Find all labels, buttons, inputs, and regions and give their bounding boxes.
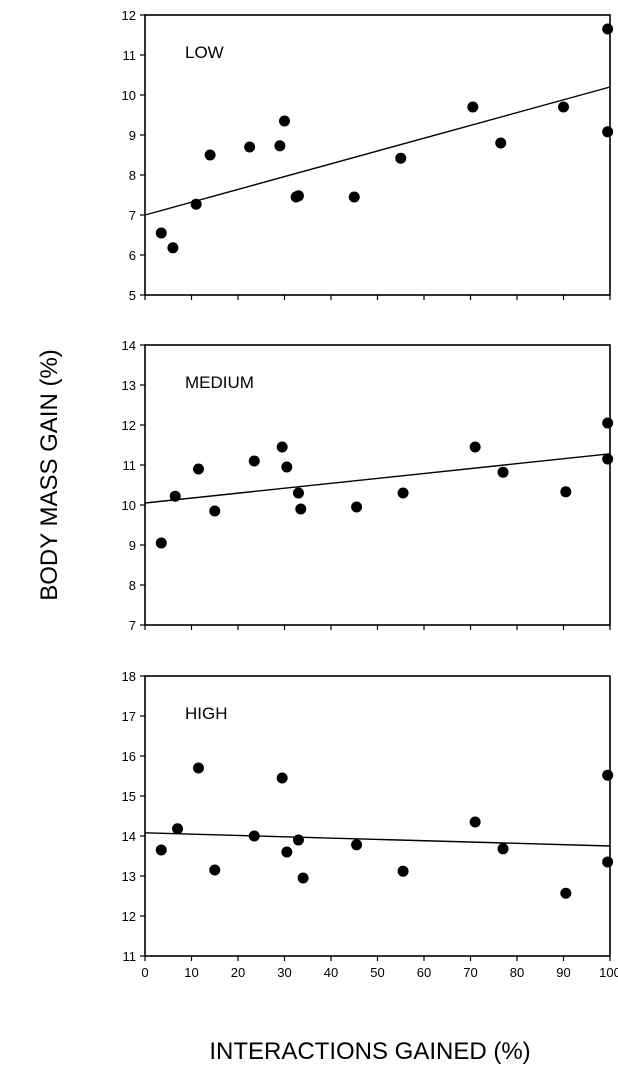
data-point <box>395 152 407 164</box>
data-point <box>495 137 507 149</box>
data-point <box>209 505 221 517</box>
x-axis-title: INTERACTIONS GAINED (%) <box>209 1038 530 1065</box>
trend-line <box>144 453 611 504</box>
y-axis-title: BODY MASS GAIN (%) <box>36 349 63 601</box>
y-tick-label: 11 <box>123 949 137 964</box>
y-tick-label: 13 <box>122 378 136 393</box>
data-point <box>560 486 572 498</box>
data-point <box>155 537 167 549</box>
data-point <box>602 126 614 138</box>
data-point <box>295 503 307 515</box>
x-tick-label: 100 <box>599 965 618 980</box>
panel-label: LOW <box>185 43 224 62</box>
y-tick-label: 16 <box>122 749 136 764</box>
data-point <box>602 856 614 868</box>
x-tick-label: 10 <box>184 965 198 980</box>
y-tick-label: 17 <box>122 709 136 724</box>
y-tick-label: 10 <box>122 498 136 513</box>
y-tick-label: 13 <box>122 869 136 884</box>
data-point <box>274 140 286 152</box>
data-point <box>351 839 363 851</box>
y-tick-label: 14 <box>122 338 136 353</box>
data-point <box>281 846 293 858</box>
y-tick-label: 7 <box>129 208 136 223</box>
data-point <box>469 816 481 828</box>
panel-low: 5 6 7 8 9 10 11 12 LOW <box>122 8 614 303</box>
y-tick-label: 10 <box>122 88 136 103</box>
data-point <box>397 487 409 499</box>
data-point <box>276 772 288 784</box>
panel-high: 11 12 13 14 15 16 17 18 0 10 20 30 40 50 60 70 80 90 100 HI… <box>122 669 618 980</box>
y-tick-label: 18 <box>122 669 136 684</box>
data-point <box>558 101 569 113</box>
data-point <box>497 843 509 855</box>
panel-medium: 7 8 9 10 11 12 13 14 MEDIUM <box>122 338 614 633</box>
data-point <box>497 466 509 478</box>
data-point <box>169 490 181 502</box>
data-point <box>602 23 614 35</box>
panel-label: HIGH <box>185 704 228 723</box>
data-point <box>602 417 614 429</box>
data-point <box>281 461 293 473</box>
x-tick-label: 60 <box>417 965 431 980</box>
data-point <box>292 190 304 202</box>
data-point <box>244 141 256 153</box>
y-tick-label: 15 <box>122 789 136 804</box>
data-point <box>192 762 204 774</box>
data-point <box>560 887 572 899</box>
data-point <box>602 453 614 465</box>
data-point <box>467 101 479 113</box>
data-point <box>155 227 167 239</box>
data-point <box>279 115 290 127</box>
data-point <box>292 834 304 846</box>
trend-line <box>144 832 611 847</box>
y-tick-label: 11 <box>123 48 137 63</box>
data-point <box>292 487 304 499</box>
data-point <box>167 242 179 254</box>
chart-panels: 56789101112LOW7891011121314MEDIUM1112131… <box>122 8 618 980</box>
data-point <box>155 844 167 856</box>
y-tick-label: 9 <box>129 538 136 553</box>
data-point <box>602 769 614 781</box>
x-tick-label: 20 <box>231 965 245 980</box>
x-tick-label: 30 <box>277 965 291 980</box>
data-point <box>276 441 288 453</box>
data-point <box>204 149 216 161</box>
x-tick-label: 0 <box>141 965 148 980</box>
data-point <box>469 441 481 453</box>
data-point <box>351 501 363 513</box>
x-tick-label: 70 <box>463 965 477 980</box>
y-tick-label: 5 <box>129 288 136 303</box>
y-tick-label: 8 <box>129 578 136 593</box>
data-point <box>248 455 260 467</box>
data-point <box>172 823 184 835</box>
x-tick-label: 50 <box>370 965 384 980</box>
x-tick-label: 90 <box>556 965 570 980</box>
data-point <box>397 865 409 877</box>
data-point <box>190 198 202 210</box>
y-tick-label: 12 <box>122 418 136 433</box>
trend-line <box>144 86 611 216</box>
y-tick-label: 14 <box>122 829 136 844</box>
y-tick-label: 11 <box>123 458 137 473</box>
data-point <box>348 191 360 203</box>
data-point <box>297 872 309 884</box>
data-point <box>209 864 221 876</box>
y-tick-label: 7 <box>129 618 136 633</box>
y-tick-label: 8 <box>129 168 136 183</box>
panel-label: MEDIUM <box>185 373 254 392</box>
y-tick-label: 12 <box>122 909 136 924</box>
x-tick-label: 40 <box>324 965 338 980</box>
data-point <box>248 830 260 842</box>
y-tick-label: 6 <box>129 248 136 263</box>
y-tick-label: 9 <box>129 128 136 143</box>
x-tick-label: 80 <box>510 965 524 980</box>
y-tick-label: 12 <box>122 8 136 23</box>
data-point <box>192 463 204 475</box>
